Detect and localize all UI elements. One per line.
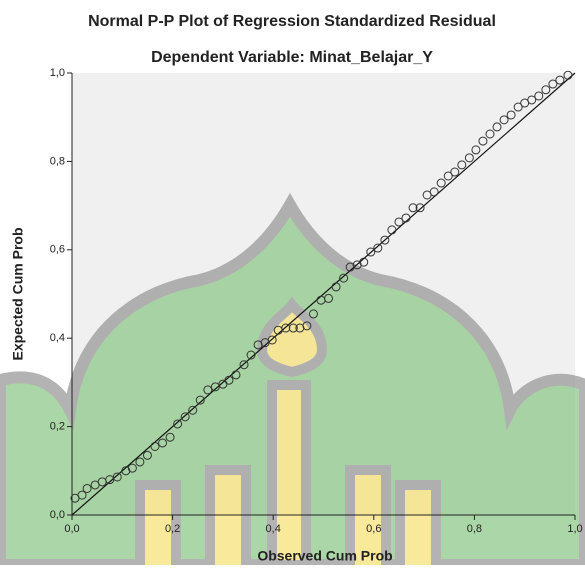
y-axis-title: Expected Cum Prob — [10, 227, 26, 360]
x-axis-title: Observed Cum Prob — [257, 548, 392, 564]
chart: Normal P-P Plot of Regression Standardiz… — [0, 0, 585, 565]
y-tick-label: 0,0 — [50, 509, 65, 521]
y-tick-label: 0,6 — [50, 244, 65, 256]
chart-subtitle: Dependent Variable: Minat_Belajar_Y — [151, 49, 433, 66]
x-tick-label: 0,0 — [64, 523, 79, 535]
watermark-letter — [400, 485, 436, 565]
page: Normal P-P Plot of Regression Standardiz… — [0, 0, 585, 570]
x-tick-label: 0,6 — [366, 523, 381, 535]
watermark-letter — [210, 470, 246, 565]
y-tick-label: 0,8 — [50, 155, 65, 167]
y-tick-label: 0,2 — [50, 421, 65, 433]
y-tick-label: 0,4 — [50, 332, 65, 344]
chart-title: Normal P-P Plot of Regression Standardiz… — [88, 13, 496, 30]
x-tick-label: 0,2 — [165, 523, 180, 535]
x-tick-label: 1,0 — [567, 523, 582, 535]
x-tick-label: 0,8 — [467, 523, 482, 535]
watermark-bar — [272, 385, 306, 565]
x-tick-label: 0,4 — [266, 523, 281, 535]
y-tick-label: 1,0 — [50, 67, 65, 79]
